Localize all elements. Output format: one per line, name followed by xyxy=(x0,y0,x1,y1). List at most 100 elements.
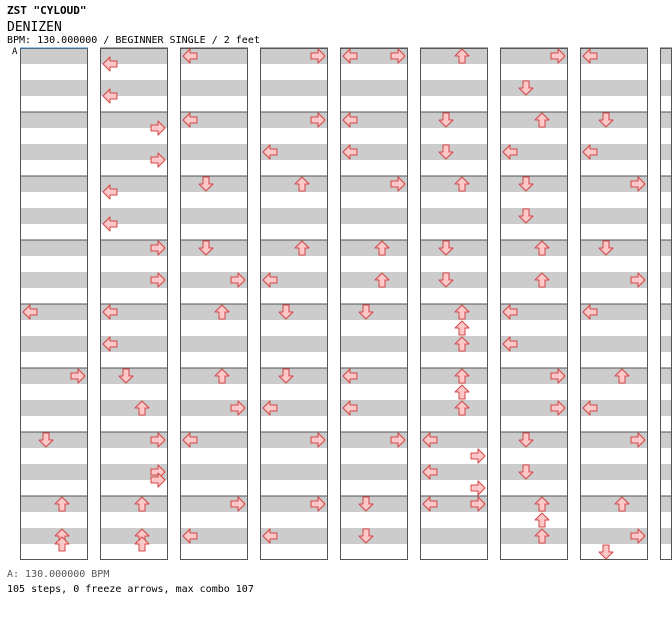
up-arrow-icon xyxy=(54,536,70,552)
beat-stripe xyxy=(180,272,248,288)
up-arrow-icon xyxy=(454,320,470,336)
left-arrow-icon xyxy=(182,528,198,544)
up-arrow-icon xyxy=(134,536,150,552)
step-stats: 105 steps, 0 freeze arrows, max combo 10… xyxy=(7,584,254,595)
right-arrow-icon xyxy=(390,176,406,192)
beat-stripe xyxy=(100,368,168,384)
beat-stripe xyxy=(500,528,568,544)
beat-stripe xyxy=(20,496,88,512)
beat-stripe xyxy=(20,80,88,96)
up-arrow-icon xyxy=(534,272,550,288)
beat-stripe xyxy=(180,240,248,256)
up-arrow-icon xyxy=(454,336,470,352)
right-arrow-icon xyxy=(230,496,246,512)
beat-stripe xyxy=(500,496,568,512)
beat-stripe xyxy=(660,48,672,64)
beat-stripe xyxy=(660,272,672,288)
beat-stripe xyxy=(500,400,568,416)
down-arrow-icon xyxy=(198,176,214,192)
beat-stripe xyxy=(180,80,248,96)
up-arrow-icon xyxy=(454,400,470,416)
beat-stripe xyxy=(580,528,648,544)
right-arrow-icon xyxy=(310,48,326,64)
right-arrow-icon xyxy=(550,368,566,384)
up-arrow-icon xyxy=(294,176,310,192)
right-arrow-icon xyxy=(310,496,326,512)
column-border xyxy=(100,48,168,560)
left-arrow-icon xyxy=(422,432,438,448)
beat-stripe xyxy=(500,80,568,96)
beat-stripe xyxy=(100,304,168,320)
down-arrow-icon xyxy=(518,464,534,480)
left-arrow-icon xyxy=(182,48,198,64)
beat-stripe xyxy=(580,208,648,224)
beat-stripe xyxy=(20,208,88,224)
right-arrow-icon xyxy=(150,272,166,288)
left-arrow-icon xyxy=(582,400,598,416)
beat-stripe xyxy=(660,80,672,96)
up-arrow-icon xyxy=(54,496,70,512)
right-arrow-icon xyxy=(630,528,646,544)
beat-stripe xyxy=(180,464,248,480)
down-arrow-icon xyxy=(438,112,454,128)
down-arrow-icon xyxy=(438,144,454,160)
beat-stripe xyxy=(260,432,328,448)
beat-stripe xyxy=(100,336,168,352)
bpm-marker-label: A xyxy=(12,47,18,57)
down-arrow-icon xyxy=(518,432,534,448)
beat-stripe xyxy=(100,432,168,448)
left-arrow-icon xyxy=(502,144,518,160)
left-arrow-icon xyxy=(262,144,278,160)
beat-stripe xyxy=(180,336,248,352)
beat-stripe xyxy=(340,528,408,544)
beat-stripe xyxy=(420,48,488,64)
left-arrow-icon xyxy=(262,400,278,416)
right-arrow-icon xyxy=(470,496,486,512)
beat-stripe xyxy=(660,464,672,480)
beat-stripe xyxy=(260,48,328,64)
beat-stripe xyxy=(100,176,168,192)
left-arrow-icon xyxy=(102,304,118,320)
column-border xyxy=(340,48,408,560)
beat-stripe xyxy=(180,208,248,224)
left-arrow-icon xyxy=(502,336,518,352)
left-arrow-icon xyxy=(422,464,438,480)
beat-stripe xyxy=(180,496,248,512)
beat-stripe xyxy=(500,272,568,288)
beat-stripe xyxy=(660,208,672,224)
beat-stripe xyxy=(340,272,408,288)
left-arrow-icon xyxy=(502,304,518,320)
up-arrow-icon xyxy=(534,112,550,128)
beat-stripe xyxy=(420,144,488,160)
beat-stripe xyxy=(580,400,648,416)
beat-stripe xyxy=(580,144,648,160)
beat-stripe xyxy=(20,432,88,448)
beat-stripe xyxy=(660,304,672,320)
beat-stripe xyxy=(660,496,672,512)
beat-stripe xyxy=(20,368,88,384)
left-arrow-icon xyxy=(102,56,118,72)
beat-stripe xyxy=(340,240,408,256)
beat-stripe xyxy=(500,208,568,224)
beat-stripe xyxy=(260,528,328,544)
beat-stripe xyxy=(580,240,648,256)
up-arrow-icon xyxy=(534,528,550,544)
bpm-legend: A: 130.000000 BPM xyxy=(7,569,110,580)
beat-stripe xyxy=(500,144,568,160)
up-arrow-icon xyxy=(614,496,630,512)
beat-stripe xyxy=(660,112,672,128)
down-arrow-icon xyxy=(438,240,454,256)
left-arrow-icon xyxy=(182,432,198,448)
right-arrow-icon xyxy=(630,272,646,288)
beat-stripe xyxy=(100,240,168,256)
left-arrow-icon xyxy=(102,336,118,352)
beat-stripe xyxy=(180,112,248,128)
beat-stripe xyxy=(340,400,408,416)
beat-stripe xyxy=(420,496,488,512)
column-border xyxy=(180,48,248,560)
beat-stripe xyxy=(660,240,672,256)
left-arrow-icon xyxy=(342,48,358,64)
beat-stripe xyxy=(420,80,488,96)
down-arrow-icon xyxy=(598,544,614,560)
up-arrow-icon xyxy=(614,368,630,384)
